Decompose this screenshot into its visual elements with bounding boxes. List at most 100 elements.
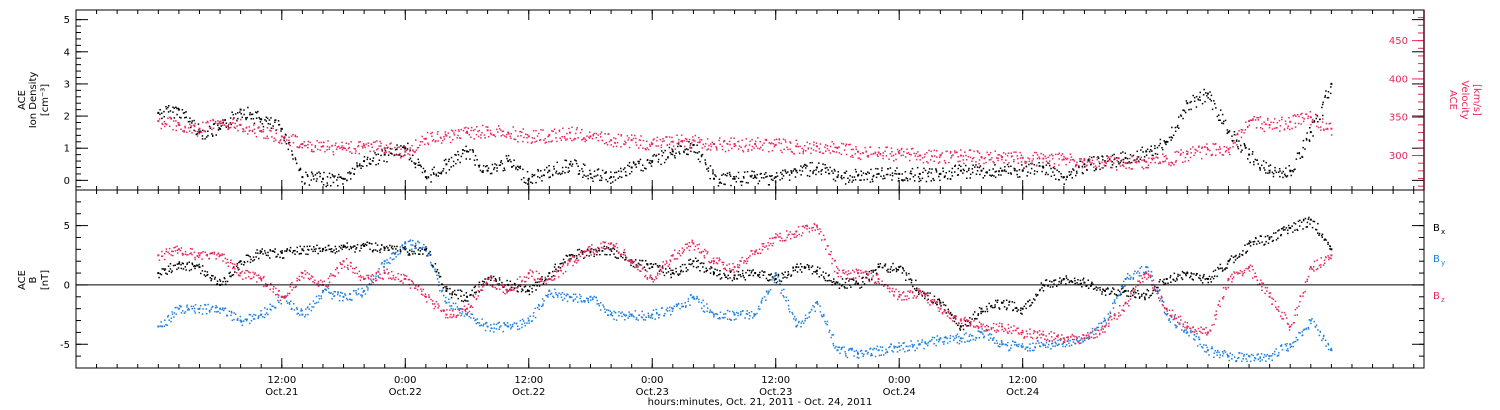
density-dot [1099, 162, 1101, 165]
velocity-point [877, 151, 880, 154]
b-bx-dot [259, 250, 261, 252]
b-bx-dot [1058, 280, 1060, 283]
b-bx-dot [1076, 282, 1078, 284]
b-bx-dot [905, 272, 908, 274]
b-bx-dot [727, 277, 729, 280]
b-by-dot [222, 307, 224, 309]
density-dot [582, 170, 584, 173]
density-dot [1325, 90, 1327, 92]
density-dot [668, 146, 671, 149]
density-dot [1073, 169, 1075, 171]
velocity-dot [497, 131, 499, 133]
density-dot [1299, 157, 1302, 159]
b-by-dot [618, 315, 620, 317]
b-by-dot [1175, 324, 1177, 327]
velocity-dot [223, 124, 226, 126]
b-by-dot [918, 343, 920, 345]
density-dot [1197, 99, 1200, 101]
velocity-dot [965, 159, 968, 161]
b-by-dot [979, 331, 982, 333]
b-by-dot [767, 291, 770, 293]
b-bx-dot [460, 290, 463, 292]
b-by-dot [474, 319, 476, 322]
velocity-dot [197, 131, 199, 133]
b-bx-dot [1000, 302, 1003, 304]
b-bx-point [280, 251, 283, 254]
b-by-dot [1029, 343, 1031, 345]
b-by-dot [880, 354, 882, 356]
density-dot [467, 151, 470, 153]
b-by-dot [166, 324, 168, 326]
density-dot [1324, 96, 1326, 98]
density-dot [1245, 146, 1247, 149]
b-by-dot [1016, 343, 1018, 346]
velocity-dot [921, 157, 924, 159]
b-bx-dot [418, 253, 420, 255]
velocity-dot [1024, 160, 1026, 163]
velocity-dot [828, 149, 830, 152]
b-by-dot [931, 336, 934, 339]
velocity-dot [1190, 152, 1192, 154]
velocity-dot [1187, 159, 1190, 162]
b-bx-dot [583, 257, 585, 259]
b-bx-dot [709, 268, 711, 270]
b-by-dot [500, 325, 502, 327]
b-bx-dot [1134, 296, 1137, 299]
b-bx-dot [1202, 275, 1205, 277]
b-by-dot [278, 301, 280, 303]
velocity-dot [253, 124, 255, 126]
velocity-dot [212, 127, 215, 130]
density-dot [1199, 99, 1201, 101]
b-by-dot [369, 278, 372, 280]
b-bx-dot [748, 274, 750, 277]
density-dot [805, 164, 807, 166]
velocity-dot [1013, 151, 1015, 153]
velocity-dot [1294, 122, 1297, 125]
density-dot [217, 129, 220, 131]
top-panel-data [157, 82, 1333, 188]
velocity-dot [332, 153, 335, 156]
velocity-dot [634, 134, 636, 137]
velocity-dot [160, 127, 163, 130]
density-dot [693, 151, 695, 153]
density-dot [338, 173, 340, 176]
velocity-dot [1289, 128, 1291, 131]
density-dot [677, 145, 679, 148]
b-bx-dot [1265, 240, 1267, 243]
density-point [671, 150, 674, 153]
b-bx-dot [267, 251, 269, 254]
velocity-dot [1005, 159, 1007, 161]
density-dot [866, 178, 869, 181]
b-by-dot [1278, 352, 1280, 354]
density-dot [1081, 171, 1084, 174]
density-dot [517, 165, 519, 168]
velocity-dot [798, 152, 801, 154]
velocity-dot [789, 141, 791, 143]
velocity-dot [1082, 161, 1084, 164]
b-by-dot [1176, 325, 1178, 328]
velocity-dot [365, 143, 367, 145]
velocity-dot [945, 150, 947, 153]
velocity-dot [158, 118, 161, 120]
b-by-dot [641, 310, 643, 313]
velocity-dot [789, 142, 792, 144]
velocity-dot [1322, 118, 1324, 120]
density-dot [531, 182, 534, 184]
b-bx-point [1206, 278, 1209, 280]
b-by-dot [981, 328, 983, 330]
velocity-dot [575, 132, 577, 135]
b-by-dot [1285, 349, 1288, 352]
density-dot [768, 175, 771, 177]
velocity-dot [435, 140, 437, 142]
b-bx-dot [763, 271, 765, 273]
velocity-dot [778, 138, 781, 140]
density-dot [829, 166, 831, 169]
b-bx-dot [392, 248, 394, 250]
b-by-dot [879, 346, 882, 348]
density-dot [750, 176, 752, 178]
density-dot [812, 171, 814, 173]
b-by-dot [542, 303, 544, 305]
b-by-dot [397, 250, 399, 252]
b-bx-dot [403, 247, 405, 249]
b-by-dot [465, 313, 467, 315]
